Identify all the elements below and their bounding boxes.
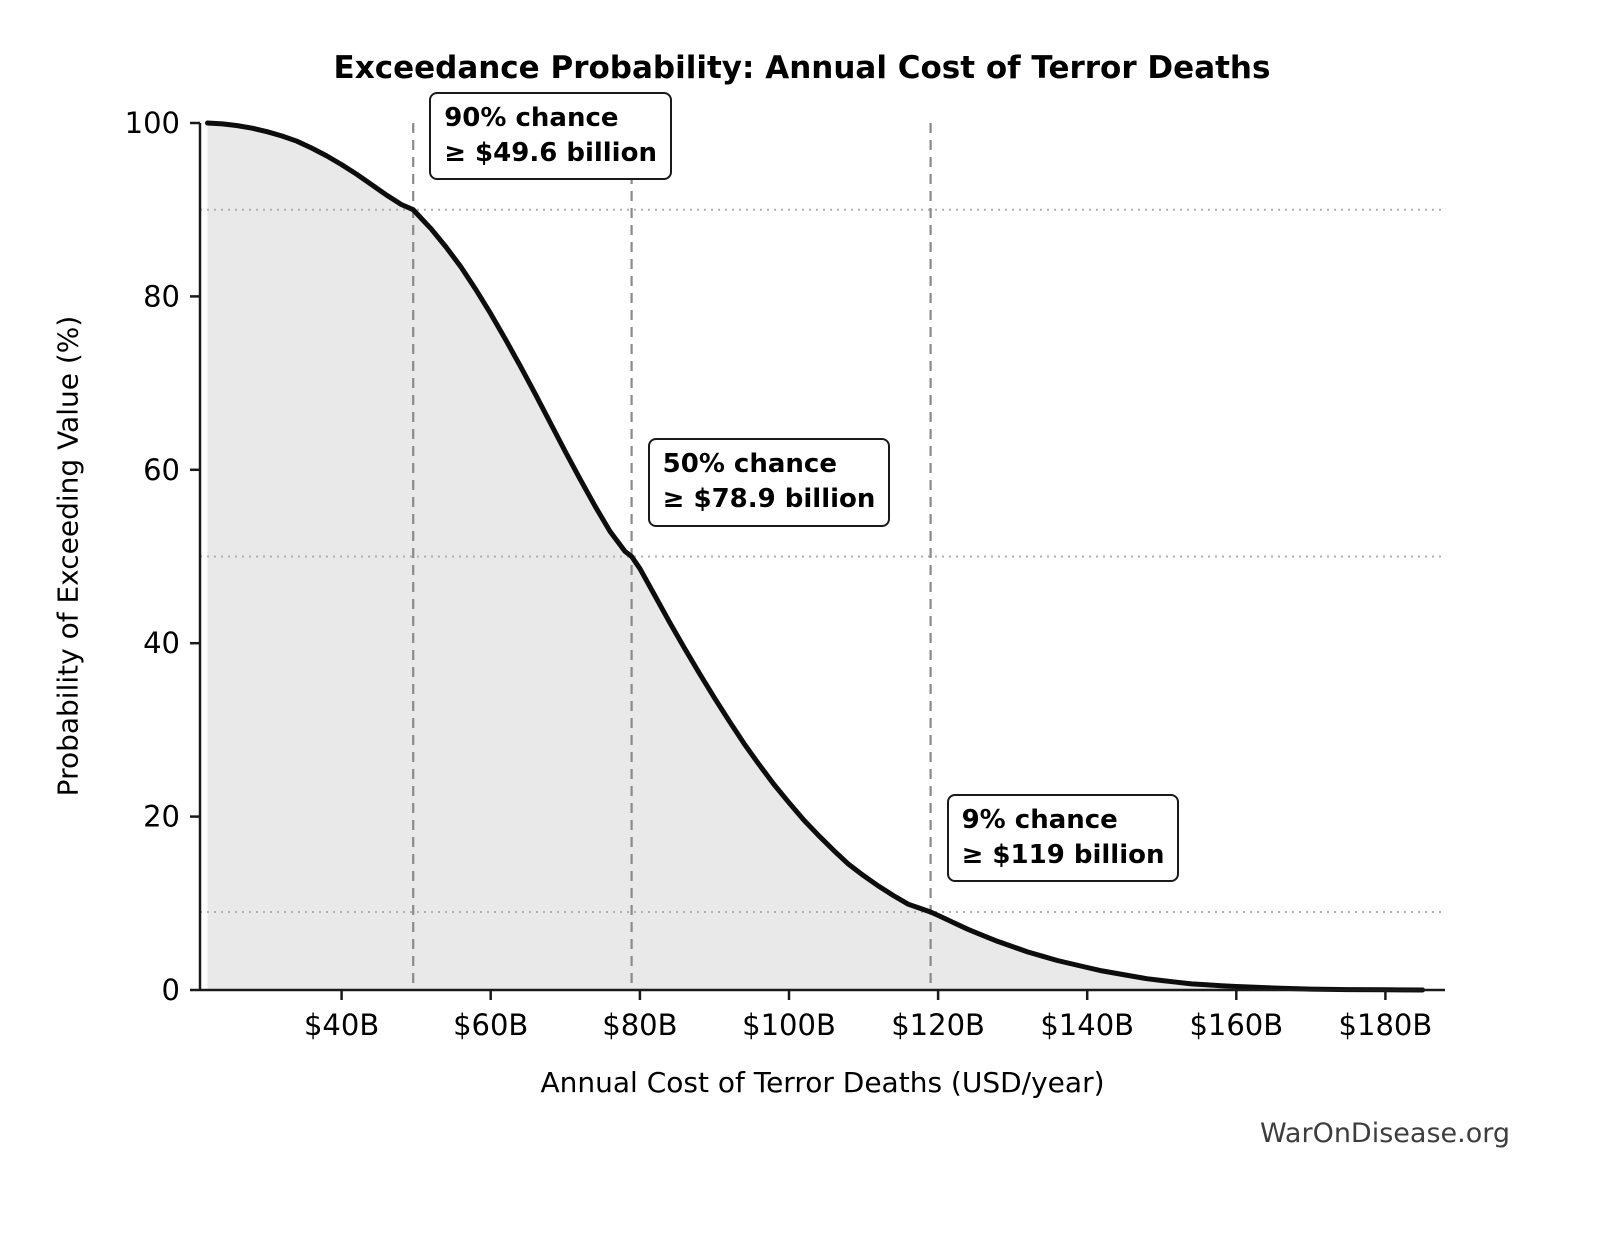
y-tick-label: 40 (143, 626, 180, 660)
chart-title: Exceedance Probability: Annual Cost of T… (333, 50, 1271, 86)
y-tick-label: 60 (143, 453, 180, 487)
y-tick-label: 20 (143, 800, 180, 834)
annotation-value-line: ≥ $119 billion (961, 839, 1165, 870)
watermark-text: WarOnDisease.org (1259, 1118, 1510, 1149)
annotation-box: 9% chance ≥ $119 billion (946, 793, 1180, 882)
x-tick-label: $160B (1189, 1008, 1283, 1042)
x-tick-label: $120B (891, 1008, 985, 1042)
y-tick-label: 100 (125, 106, 180, 140)
x-tick-label: $140B (1040, 1008, 1134, 1042)
annotation-value-line: ≥ $78.9 billion (662, 484, 876, 515)
area-fill (207, 123, 1423, 990)
x-tick-label: $180B (1339, 1008, 1433, 1042)
y-tick-label: 80 (143, 279, 180, 313)
annotation-chance-line: 90% chance (444, 102, 619, 133)
annotation-value-line: ≥ $49.6 billion (444, 137, 657, 168)
x-tick-label: $60B (453, 1008, 528, 1042)
annotation-chance-line: 50% chance (662, 449, 837, 480)
exceedance-curve (205, 120, 1426, 993)
y-tick-label: 0 (162, 973, 180, 1007)
x-tick-label: $40B (304, 1008, 379, 1042)
x-tick-label: $80B (602, 1008, 677, 1042)
annotation-chance-line: 9% chance (961, 804, 1118, 835)
annotation-box: 50% chance ≥ $78.9 billion (647, 438, 891, 527)
annotation-box: 90% chance ≥ $49.6 billion (429, 91, 672, 180)
x-axis-label: Annual Cost of Terror Deaths (USD/year) (540, 1066, 1105, 1099)
x-tick-label: $100B (742, 1008, 836, 1042)
